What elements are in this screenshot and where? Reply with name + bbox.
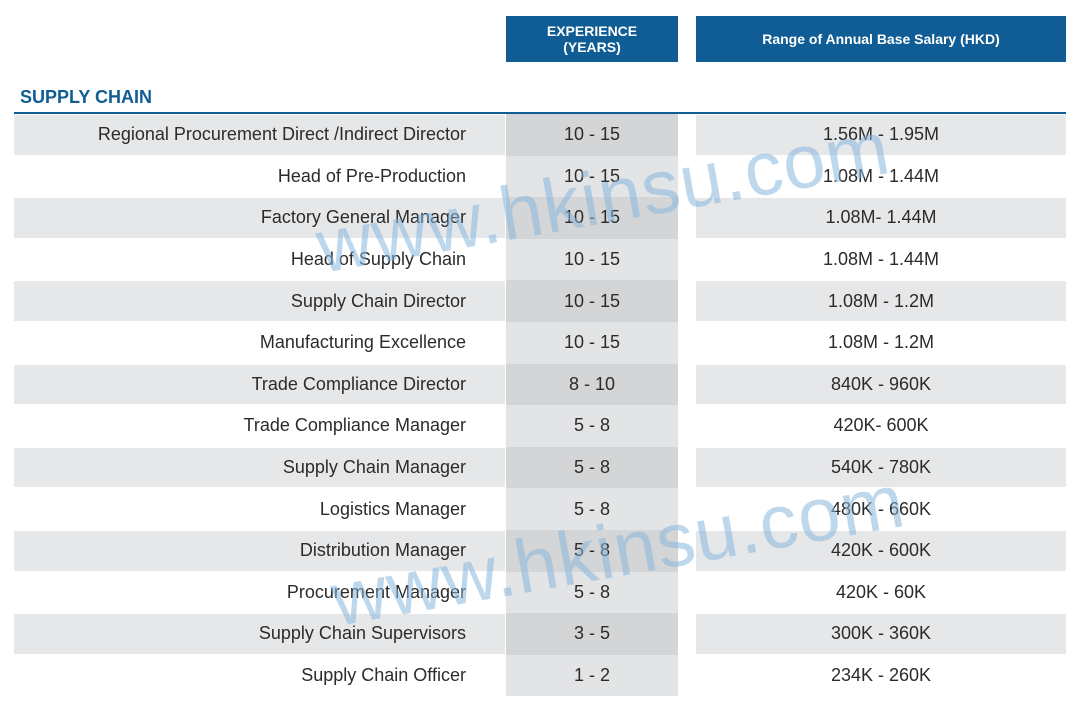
salary-range-cell: 1.08M - 1.2M bbox=[827, 332, 935, 353]
experience-cell: 10 - 15 bbox=[563, 207, 621, 228]
experience-cell: 5 - 8 bbox=[573, 498, 611, 519]
experience-column-band bbox=[506, 197, 678, 239]
job-title-cell: Trade Compliance Manager bbox=[243, 415, 466, 436]
table-row: Distribution Manager 5 - 8 420K - 600K bbox=[0, 529, 1080, 572]
row-band-left bbox=[14, 115, 505, 155]
job-title-cell: Factory General Manager bbox=[260, 207, 466, 228]
job-title-cell: Supply Chain Officer bbox=[301, 665, 466, 686]
section-title: SUPPLY CHAIN bbox=[20, 87, 153, 107]
experience-cell: 10 - 15 bbox=[563, 165, 621, 186]
row-band-right bbox=[696, 530, 1066, 571]
experience-column-band bbox=[506, 114, 678, 156]
table-row: Manufacturing Excellence 10 - 15 1.08M - 1… bbox=[0, 321, 1080, 364]
job-title-cell: Distribution Manager bbox=[299, 540, 466, 561]
table-row: Supply Chain Officer 1 - 2 234K - 260K bbox=[0, 654, 1080, 697]
experience-header-line2: (YEARS) bbox=[563, 39, 621, 55]
job-title-cell: Regional Procurement Direct /Indirect Di… bbox=[97, 124, 466, 145]
row-band-left bbox=[14, 364, 505, 405]
row-band-left bbox=[14, 281, 505, 321]
job-title-cell: Head of Pre-Production bbox=[277, 165, 466, 186]
experience-column-header: EXPERIENCE (YEARS) bbox=[506, 16, 678, 62]
row-band-left bbox=[14, 198, 505, 238]
experience-column-band bbox=[506, 446, 678, 489]
experience-column-band bbox=[506, 321, 678, 364]
table-row: Procurement Manager 5 - 8 420K - 60K bbox=[0, 571, 1080, 614]
experience-column-band bbox=[506, 405, 678, 447]
experience-column-band bbox=[506, 155, 678, 198]
row-band-right bbox=[696, 364, 1066, 405]
job-title-cell: Supply Chain Supervisors bbox=[258, 623, 466, 644]
experience-cell: 5 - 8 bbox=[573, 457, 611, 478]
salary-range-cell: 840K - 960K bbox=[830, 373, 932, 394]
experience-cell: 1 - 2 bbox=[573, 665, 611, 686]
experience-cell: 10 - 15 bbox=[563, 249, 621, 270]
salary-range-cell: 1.08M - 1.44M bbox=[822, 249, 940, 270]
experience-cell: 5 - 8 bbox=[573, 415, 611, 436]
table-row: Factory General Manager 10 - 15 1.08M- 1.4… bbox=[0, 197, 1080, 239]
table-row: Regional Procurement Direct /Indirect Di… bbox=[0, 114, 1080, 156]
salary-range-cell: 540K - 780K bbox=[830, 457, 932, 478]
salary-range-cell: 1.08M- 1.44M bbox=[825, 207, 937, 228]
experience-column-band bbox=[506, 613, 678, 655]
salary-range-cell: 420K- 600K bbox=[833, 415, 929, 436]
experience-cell: 5 - 8 bbox=[573, 581, 611, 602]
experience-cell: 10 - 15 bbox=[563, 124, 621, 145]
table-row: Logistics Manager 5 - 8 480K - 660K bbox=[0, 488, 1080, 530]
row-band-left bbox=[14, 614, 505, 654]
experience-column-band bbox=[506, 529, 678, 572]
salary-range-cell: 234K - 260K bbox=[830, 665, 932, 686]
table-row: Supply Chain Manager 5 - 8 540K - 780K bbox=[0, 446, 1080, 489]
experience-column-band bbox=[506, 654, 678, 697]
salary-column-header: Range of Annual Base Salary (HKD) bbox=[696, 16, 1066, 62]
experience-cell: 8 - 10 bbox=[568, 373, 616, 394]
experience-column-band bbox=[506, 238, 678, 281]
table-row: Trade Compliance Director 8 - 10 840K - 96… bbox=[0, 363, 1080, 406]
table-row: Head of Pre-Production 10 - 15 1.08M - 1.4… bbox=[0, 155, 1080, 198]
row-band-right bbox=[696, 115, 1066, 155]
salary-range-cell: 480K - 660K bbox=[830, 498, 932, 519]
row-band-left bbox=[14, 530, 505, 571]
salary-range-cell: 1.08M - 1.2M bbox=[827, 290, 935, 311]
section-divider bbox=[14, 112, 1066, 114]
experience-column-band bbox=[506, 363, 678, 406]
salary-range-cell: 420K - 60K bbox=[835, 581, 927, 602]
table-row: Head of Supply Chain 10 - 15 1.08M - 1.44M bbox=[0, 238, 1080, 281]
table-row: Supply Chain Supervisors 3 - 5 300K - 360K bbox=[0, 613, 1080, 655]
job-title-cell: Trade Compliance Director bbox=[251, 373, 466, 394]
job-title-cell: Head of Supply Chain bbox=[290, 249, 466, 270]
table-row: Supply Chain Director 10 - 15 1.08M - 1.2M bbox=[0, 280, 1080, 322]
experience-cell: 3 - 5 bbox=[573, 623, 611, 644]
experience-column-band bbox=[506, 488, 678, 530]
row-band-right bbox=[696, 614, 1066, 654]
salary-range-cell: 300K - 360K bbox=[830, 623, 932, 644]
salary-range-cell: 1.08M - 1.44M bbox=[822, 165, 940, 186]
experience-column-band bbox=[506, 571, 678, 614]
salary-range-cell: 1.56M - 1.95M bbox=[822, 124, 940, 145]
job-title-cell: Manufacturing Excellence bbox=[259, 332, 466, 353]
job-title-cell: Logistics Manager bbox=[319, 498, 466, 519]
experience-header-line1: EXPERIENCE bbox=[546, 23, 638, 39]
row-band-right bbox=[696, 198, 1066, 238]
salary-table: Regional Procurement Direct /Indirect Di… bbox=[0, 114, 1080, 697]
experience-cell: 10 - 15 bbox=[563, 290, 621, 311]
experience-column-band bbox=[506, 280, 678, 322]
experience-cell: 10 - 15 bbox=[563, 332, 621, 353]
experience-cell: 5 - 8 bbox=[573, 540, 611, 561]
job-title-cell: Supply Chain Director bbox=[290, 290, 466, 311]
job-title-cell: Supply Chain Manager bbox=[282, 457, 466, 478]
job-title-cell: Procurement Manager bbox=[286, 581, 466, 602]
table-row: Trade Compliance Manager 5 - 8 420K- 600K bbox=[0, 405, 1080, 447]
row-band-right bbox=[696, 447, 1066, 488]
row-band-right bbox=[696, 281, 1066, 321]
salary-range-cell: 420K - 600K bbox=[830, 540, 932, 561]
row-band-left bbox=[14, 447, 505, 488]
